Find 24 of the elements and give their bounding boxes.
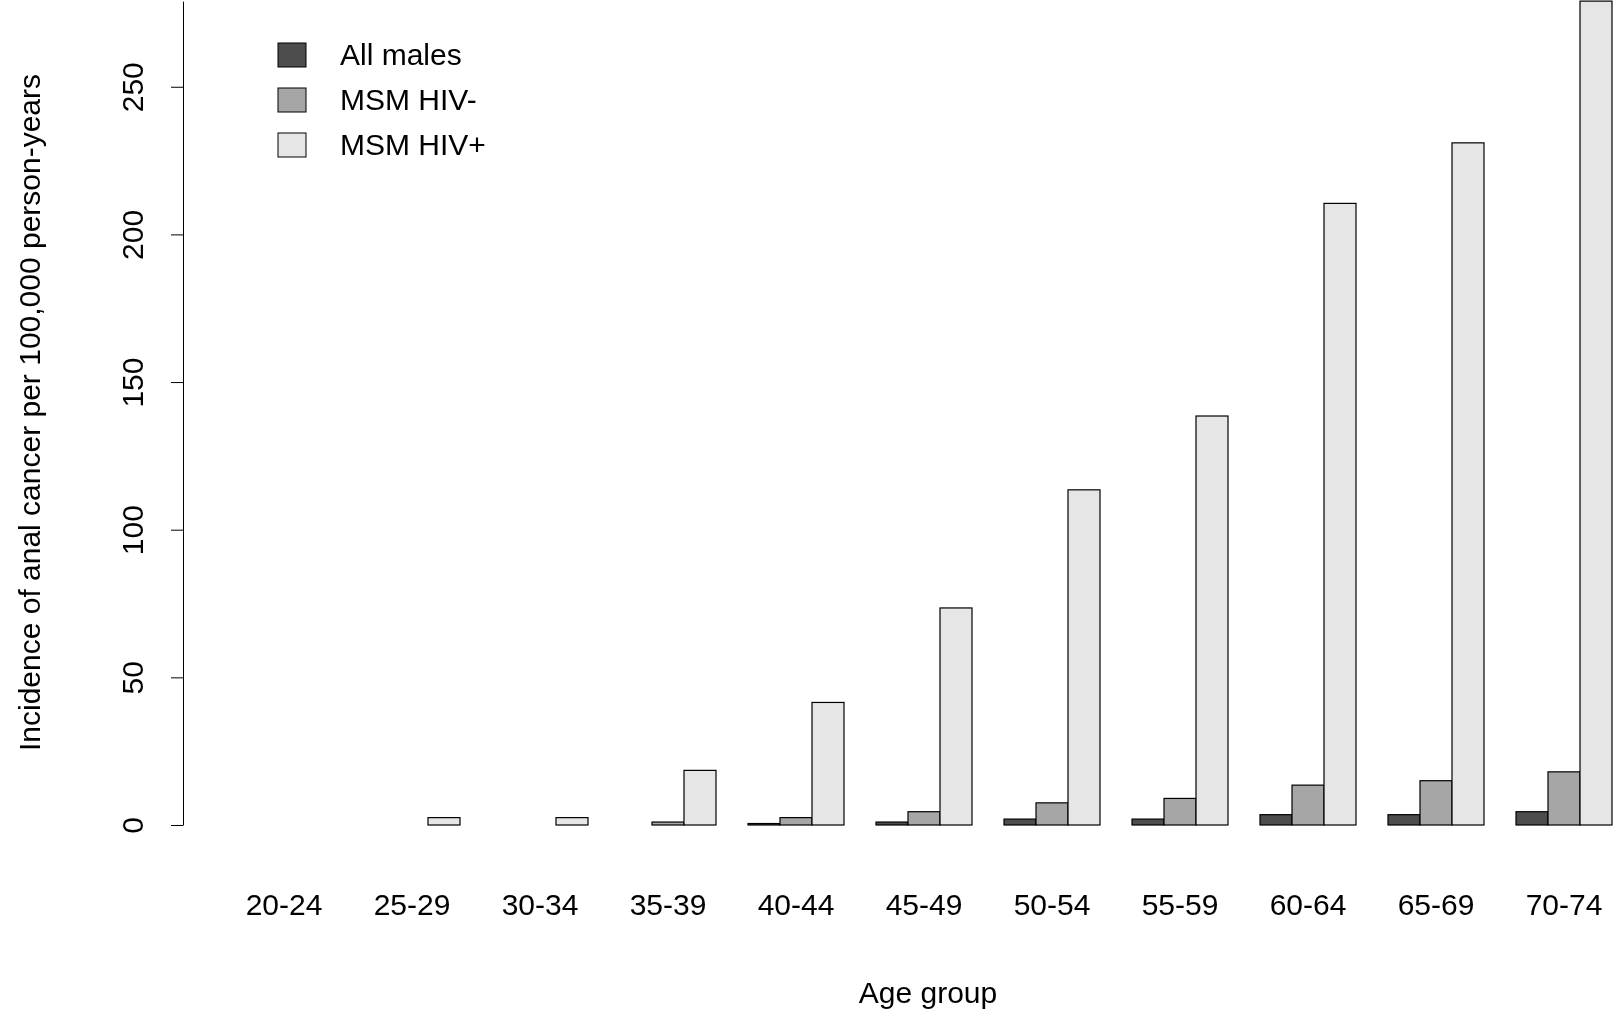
legend-label: All males: [340, 38, 462, 71]
x-tick-label: 55-59: [1141, 888, 1219, 921]
x-tick-label: 30-34: [501, 888, 579, 921]
bar: [427, 817, 461, 826]
x-tick-label: 45-49: [885, 888, 963, 921]
y-tick-label: 100: [116, 505, 149, 556]
y-tick-label: 250: [116, 62, 149, 113]
x-tick-label: 25-29: [373, 888, 451, 921]
x-tick-label: 65-69: [1397, 888, 1475, 921]
x-tick-label: 50-54: [1013, 888, 1091, 921]
y-tick-label: 200: [116, 209, 149, 260]
x-tick-label: 60-64: [1269, 888, 1347, 921]
x-axis-title: Age group: [858, 976, 998, 1009]
x-tick-label: 70-74: [1525, 888, 1603, 921]
y-tick-label: 0: [116, 817, 149, 834]
legend-label: MSM HIV+: [340, 128, 486, 161]
x-tick-label: 35-39: [629, 888, 707, 921]
x-tick-label: 40-44: [757, 888, 835, 921]
bar: [555, 817, 589, 826]
y-tick-label: 150: [116, 357, 149, 408]
legend-label: MSM HIV-: [340, 83, 477, 116]
y-axis-title: Incidence of anal cancer per 100,000 person-years: [13, 73, 46, 752]
x-tick-label: 20-24: [245, 888, 323, 921]
y-tick-label: 50: [116, 661, 149, 695]
